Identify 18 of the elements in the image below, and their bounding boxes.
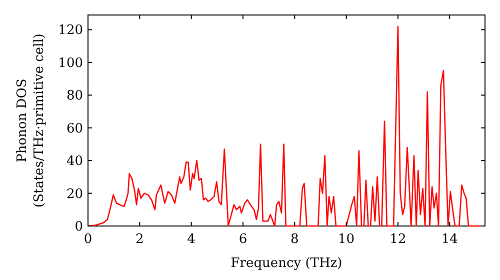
x-tick-label: 2 — [136, 232, 144, 247]
y-tick-label: 40 — [66, 154, 83, 170]
x-tick-label: 12 — [390, 232, 406, 247]
y-tick-label: 120 — [58, 23, 83, 38]
y-axis-title: Phonon DOS (States/THz·primitive cell) — [15, 33, 47, 208]
x-tick-label: 8 — [290, 232, 299, 247]
y-tick-label: 60 — [66, 121, 83, 136]
x-tick-label: 14 — [441, 232, 458, 247]
y-tick-label: 20 — [66, 186, 83, 202]
y-tick-label: 0 — [74, 220, 83, 234]
y-tick-label: 80 — [66, 88, 83, 104]
x-tick-label: 0 — [84, 232, 92, 247]
x-axis-title: Frequency (THz) — [230, 256, 342, 271]
y-tick-label: 100 — [58, 56, 83, 71]
x-tick-label: 6 — [238, 232, 248, 247]
x-tick-label: 4 — [187, 232, 196, 247]
x-tick-label: 10 — [338, 232, 355, 247]
line-series — [87, 26, 482, 227]
